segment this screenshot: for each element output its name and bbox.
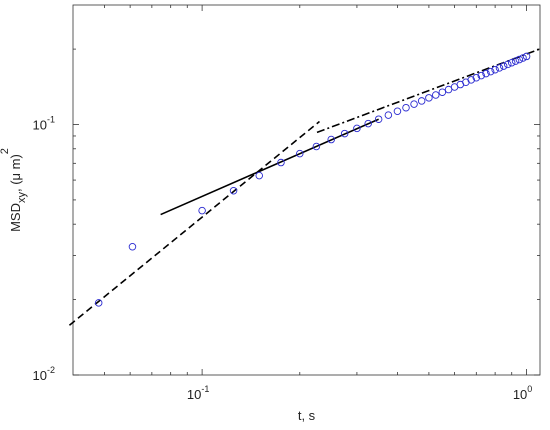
fit-line: [160, 118, 379, 216]
y-axis-label: MSDxy, (μ m)2: [0, 148, 28, 232]
data-point: [472, 74, 481, 82]
x-tick-label-base: 10: [513, 387, 527, 402]
y-tick-label: 10-2: [33, 365, 55, 383]
data-point: [432, 91, 440, 99]
data-point: [491, 65, 499, 74]
x-tick-label-exponent: -1: [201, 384, 209, 394]
data-point: [364, 119, 372, 128]
y-tick-label-base: 10: [33, 118, 47, 133]
data-point: [128, 243, 137, 251]
x-tick-label: 100: [513, 384, 532, 402]
data-point: [467, 76, 475, 84]
data-point: [507, 58, 516, 67]
data-point: [438, 88, 447, 96]
data-point: [94, 299, 103, 307]
y-axis-label-part: 2: [0, 148, 11, 154]
data-point: [504, 60, 512, 69]
data-point: [522, 52, 531, 61]
data-point: [477, 71, 486, 80]
y-tick-label-exponent: -2: [47, 365, 55, 375]
data-point: [393, 107, 402, 115]
x-tick-label-base: 10: [187, 387, 201, 402]
y-axis-label-part: xy: [16, 192, 28, 204]
data-point: [384, 111, 393, 119]
data-point: [353, 124, 361, 133]
fit-line: [68, 120, 320, 326]
data-point: [486, 67, 495, 76]
data-point: [374, 115, 383, 123]
data-point: [511, 57, 520, 65]
y-tick-label-base: 10: [33, 368, 47, 383]
y-tick-label: 10-1: [33, 115, 55, 133]
x-axis-label: t, s: [298, 408, 316, 423]
x-tick-label-exponent: 0: [527, 384, 532, 394]
data-point: [499, 62, 508, 70]
plot-frame: [72, 4, 541, 376]
data-point: [198, 206, 206, 215]
data-point: [495, 64, 504, 72]
data-point: [255, 171, 263, 180]
data-point: [515, 55, 524, 64]
data-point: [277, 158, 285, 167]
data-point: [312, 142, 321, 151]
data-point: [519, 54, 527, 62]
y-axis-label-part: , (μ m): [8, 154, 23, 192]
data-point: [229, 186, 238, 195]
data-point: [296, 149, 304, 158]
data-point: [425, 94, 433, 102]
y-tick-label-exponent: -1: [47, 115, 55, 125]
y-axis-label-part: MSD: [8, 203, 23, 232]
x-tick-label: 10-1: [187, 384, 209, 402]
data-point: [402, 103, 410, 112]
data-point: [410, 100, 418, 108]
data-point: [417, 97, 426, 105]
data-point: [327, 135, 335, 144]
data-point: [482, 69, 490, 78]
data-point: [340, 129, 349, 138]
